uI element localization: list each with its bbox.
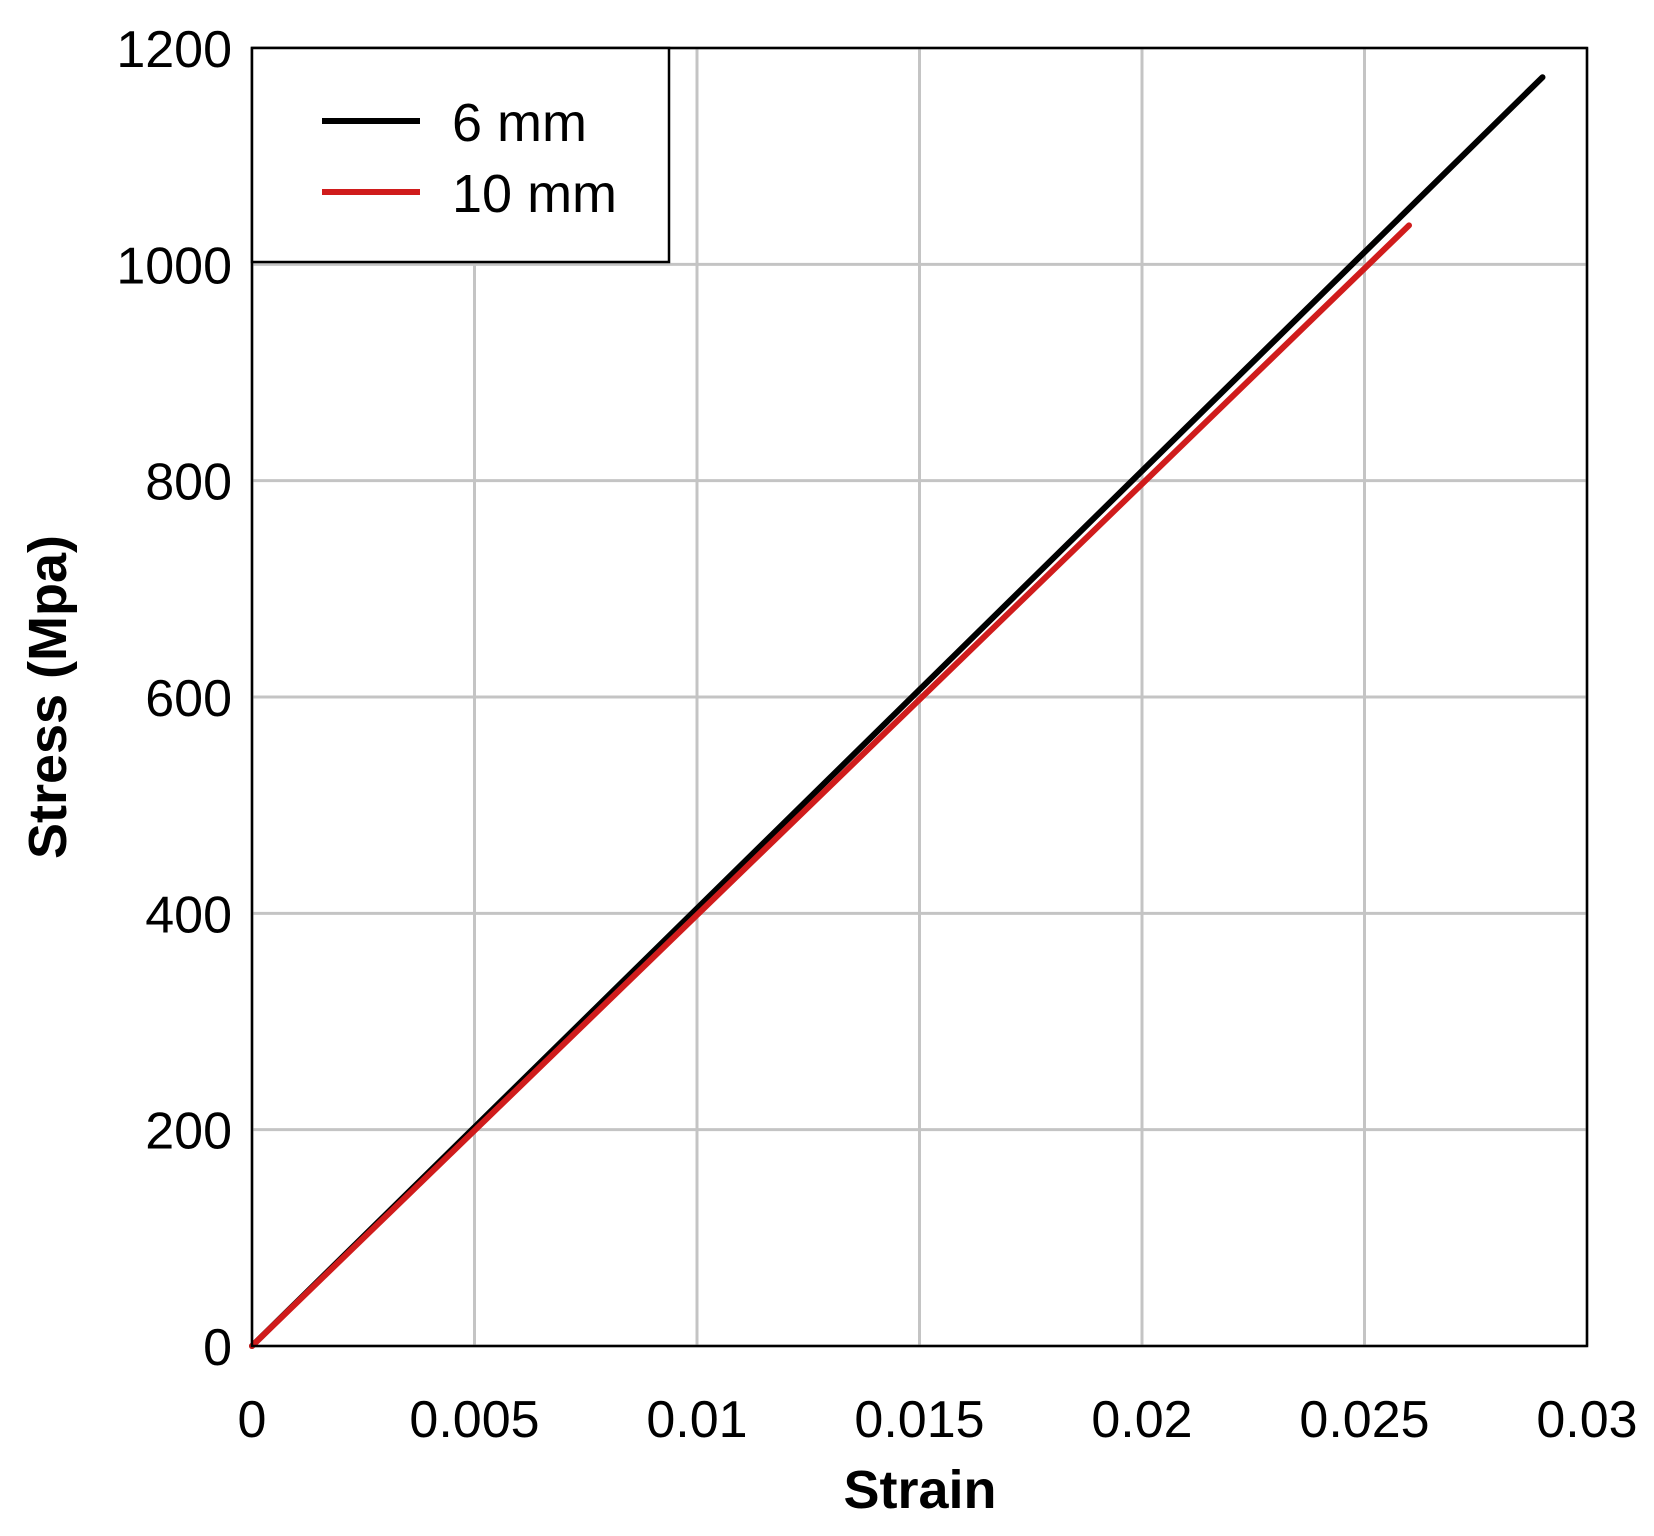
y-tick-label: 600 — [145, 670, 232, 728]
y-axis-label: Stress (Mpa) — [18, 535, 78, 859]
x-axis-label: Strain — [843, 1460, 996, 1520]
legend-label-10mm: 10 mm — [452, 164, 617, 224]
y-tick-label: 1200 — [116, 21, 232, 79]
x-tick-label: 0.015 — [854, 1391, 984, 1449]
y-tick-label: 200 — [145, 1103, 232, 1161]
x-tick-label: 0.025 — [1299, 1391, 1429, 1449]
plot-frame — [250, 46, 1589, 1348]
y-tick-label: 1000 — [116, 237, 232, 295]
y-tick-label: 0 — [203, 1319, 232, 1377]
x-tick-label: 0.03 — [1536, 1391, 1637, 1449]
legend-label-6mm: 6 mm — [452, 93, 587, 153]
series-line-10mm — [249, 222, 1412, 1349]
y-tick-label: 800 — [145, 454, 232, 512]
y-tick-labels: 0 200 400 600 800 1000 1200 — [116, 21, 232, 1377]
x-tick-label: 0.005 — [409, 1391, 539, 1449]
y-tick-label: 400 — [145, 886, 232, 944]
x-tick-label: 0.01 — [646, 1391, 747, 1449]
series-lines — [249, 74, 1546, 1349]
x-tick-labels: 0 0.005 0.01 0.015 0.02 0.025 0.03 — [238, 1391, 1638, 1449]
legend: 6 mm 10 mm — [250, 46, 671, 264]
x-tick-label: 0 — [238, 1391, 267, 1449]
x-tick-label: 0.02 — [1091, 1391, 1192, 1449]
legend-box — [250, 46, 671, 264]
